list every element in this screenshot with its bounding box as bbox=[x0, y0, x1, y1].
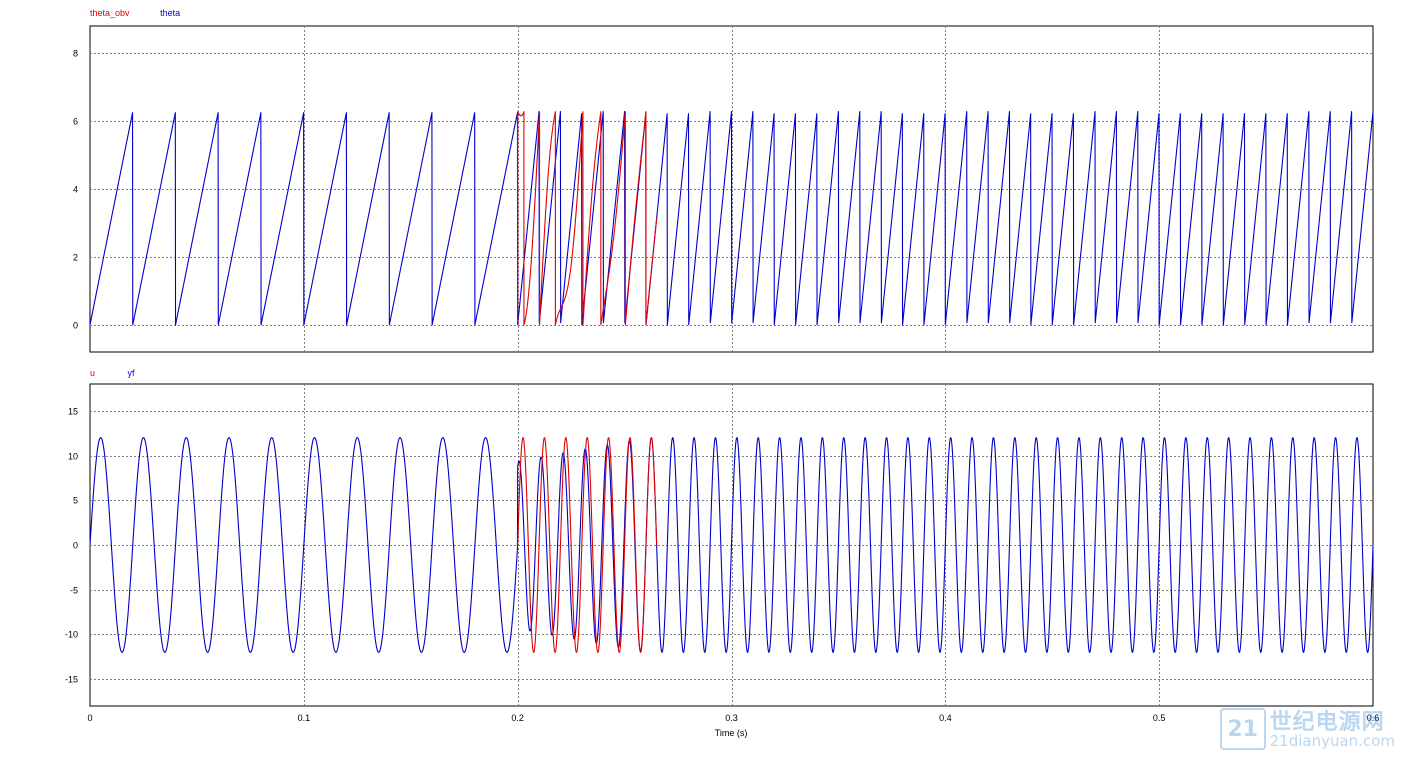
x-tick-label: 0.3 bbox=[725, 713, 738, 723]
x-tick-label: 0.6 bbox=[1367, 713, 1380, 723]
voltage-y-tick-label: 15 bbox=[68, 407, 78, 417]
x-tick-label: 0.1 bbox=[298, 713, 311, 723]
x-tick-label: 0.2 bbox=[511, 713, 524, 723]
legend-yf: yf bbox=[127, 368, 135, 378]
theta-plot-traces bbox=[89, 111, 1374, 326]
legend-theta-obv: theta_obv bbox=[90, 8, 130, 18]
x-tick-label: 0.4 bbox=[939, 713, 952, 723]
series-yf-line bbox=[89, 437, 1374, 653]
voltage-plot-x-ticks: 0 0.1 0.2 0.3 0.4 0.5 0.6 bbox=[87, 713, 1379, 723]
legend-theta: theta bbox=[160, 8, 181, 18]
theta-y-tick-label: 8 bbox=[73, 49, 78, 59]
series-theta-line bbox=[89, 111, 1374, 326]
x-tick-label: 0 bbox=[87, 713, 92, 723]
series-theta-obv-line bbox=[517, 111, 658, 326]
voltage-y-tick-label: 0 bbox=[73, 541, 78, 551]
watermark-text: 世纪电源网 21dianyuan.com bbox=[1270, 711, 1395, 750]
voltage-y-tick-label: -5 bbox=[70, 586, 78, 596]
theta-y-tick-label: 0 bbox=[73, 321, 78, 331]
theta-y-tick-label: 2 bbox=[73, 253, 78, 263]
voltage-plot-y-ticks: -15 -10 -5 0 5 10 15 bbox=[65, 407, 78, 685]
watermark: 21 世纪电源网 21dianyuan.com bbox=[1219, 708, 1395, 750]
theta-y-tick-label: 4 bbox=[73, 185, 78, 195]
theta-plot: 0 2 4 6 8 bbox=[73, 25, 1374, 353]
voltage-y-tick-label: -10 bbox=[65, 630, 78, 640]
watermark-url: 21dianyuan.com bbox=[1269, 732, 1395, 751]
top-legend: theta_obv theta bbox=[90, 8, 180, 18]
series-u-line bbox=[517, 437, 658, 653]
watermark-title: 世纪电源网 bbox=[1269, 710, 1385, 736]
x-axis-label: Time (s) bbox=[715, 728, 748, 738]
x-tick-label: 0.5 bbox=[1153, 713, 1166, 723]
watermark-logo-icon: 21 bbox=[1219, 708, 1266, 750]
voltage-y-tick-label: 10 bbox=[68, 452, 78, 462]
voltage-plot: -15 -10 -5 0 5 10 15 0 0.1 0.2 0.3 0.4 0.5 0.6 bbox=[65, 383, 1379, 723]
voltage-y-tick-label: 5 bbox=[73, 496, 78, 506]
voltage-plot-traces bbox=[89, 437, 1374, 653]
voltage-y-tick-label: -15 bbox=[65, 675, 78, 685]
theta-y-tick-label: 6 bbox=[73, 117, 78, 127]
theta-plot-y-ticks: 0 2 4 6 8 bbox=[73, 49, 78, 331]
bottom-legend: u yf bbox=[90, 368, 135, 378]
legend-u: u bbox=[90, 368, 96, 378]
